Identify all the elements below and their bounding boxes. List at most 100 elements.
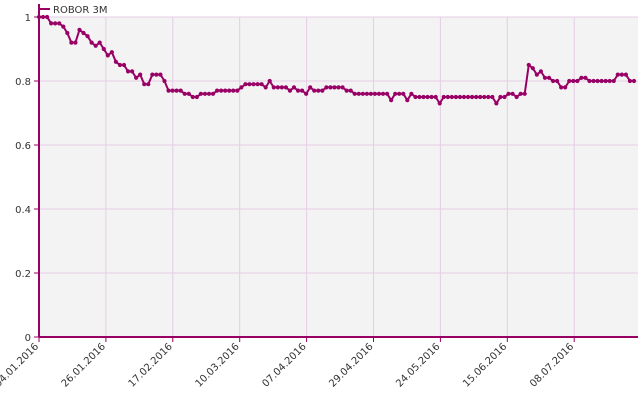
data-point [425,94,430,100]
data-point [162,78,167,84]
data-point [348,88,353,93]
axes [34,4,638,342]
data-point [393,91,398,96]
data-point [615,72,620,77]
data-point [146,82,151,87]
data-point [579,75,584,80]
data-point [223,88,228,93]
data-point [445,94,450,100]
data-point [57,21,62,26]
y-tick-label: 1 [25,13,31,24]
data-point [385,91,390,96]
data-point [559,85,564,90]
data-point [113,59,118,64]
data-point [186,91,191,96]
data-point [546,75,552,80]
data-point [300,88,305,93]
data-point [190,94,195,100]
x-tick-label: 17.02.2016 [127,341,175,389]
data-point [623,72,629,77]
data-point [97,40,102,45]
data-point [563,85,568,90]
data-point [231,88,236,93]
data-point [567,78,572,84]
data-point [202,91,208,96]
data-point [166,88,171,93]
data-point [243,82,248,87]
series-robor-3m [36,14,637,106]
y-tick-label: 0.4 [15,205,31,216]
y-tick-label: 0.8 [15,77,31,88]
data-point [380,91,386,96]
data-point [36,14,42,20]
data-point [474,94,479,100]
data-point [429,94,434,100]
data-point [401,91,406,96]
data-point [405,98,410,103]
data-point [65,30,70,36]
data-point [89,40,94,45]
data-point [219,88,224,93]
data-point [198,91,203,96]
data-point [486,94,491,100]
data-point [631,78,637,84]
data-point [510,91,515,96]
data-point [591,78,596,84]
data-point [530,66,535,71]
data-point [210,91,216,96]
data-point [73,40,78,45]
x-tick-label: 10.03.2016 [194,341,242,389]
data-point [332,85,337,90]
data-point [304,91,309,96]
data-point [194,94,199,100]
data-point [291,85,297,90]
data-point [134,75,139,80]
y-tick-label: 0 [25,333,31,344]
data-point [417,94,422,100]
data-point [490,94,495,100]
data-point [538,69,544,74]
data-point [316,88,321,93]
data-point [356,91,361,96]
data-point [251,82,256,87]
data-point [77,27,82,32]
data-point [267,78,272,84]
data-point [336,85,341,90]
data-point [599,78,604,84]
data-point [364,91,369,96]
data-point [49,21,54,26]
data-point [376,91,382,96]
data-point [368,91,373,96]
data-point [542,75,548,80]
x-tick-label: 07.04.2016 [260,341,308,389]
data-point [287,88,293,93]
data-point [457,94,463,100]
data-point [215,88,220,93]
x-tick-label: 15.06.2016 [461,341,509,389]
data-point [324,85,329,90]
data-point [279,85,284,90]
data-point [421,94,426,100]
data-point [125,69,131,74]
data-point [344,88,349,93]
data-point [138,72,143,77]
data-point [150,72,155,77]
data-point [518,91,523,96]
data-point [275,85,280,90]
data-point [328,85,333,90]
data-point [502,94,507,100]
data-point [413,94,418,100]
data-point [514,94,519,100]
data-point [587,78,592,84]
data-point [178,88,183,93]
data-point [263,85,268,90]
data-point [158,72,163,77]
data-point [154,72,159,77]
data-point [478,94,483,100]
data-point [312,88,317,93]
legend-label: ROBOR 3M [53,5,108,16]
data-point [575,78,580,84]
data-point [352,91,357,96]
data-point [101,46,106,52]
data-point [109,50,114,55]
